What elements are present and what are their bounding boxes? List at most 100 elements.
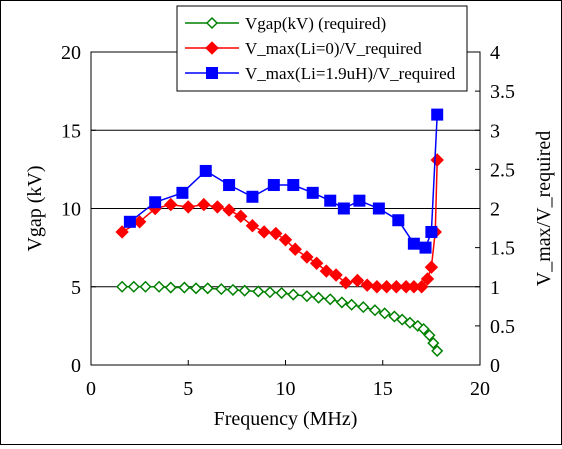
vgap-required-series-point	[427, 337, 440, 350]
vgap-required-series-point	[300, 290, 313, 303]
vmax-li0-series-point	[309, 256, 324, 270]
x-tick-label: 15	[373, 378, 393, 400]
x-tick-label: 0	[86, 378, 96, 400]
vmax-li19-series-point	[199, 164, 212, 177]
vgap-required-series-point	[431, 344, 444, 357]
legend-vgap-required-series-swatch-point	[205, 16, 219, 30]
vgap-required-series-point	[345, 298, 358, 311]
vgap-required-series-point	[357, 301, 370, 314]
vmax-li0-series-point	[234, 209, 248, 224]
vmax-li0-series-point	[319, 264, 334, 278]
vgap-required-series	[116, 280, 444, 357]
y2-tick-label: 1	[490, 277, 500, 299]
vmax-li0-series-point	[300, 250, 314, 264]
vmax-li19-series-point	[149, 196, 162, 209]
vmax-li19-series-point	[123, 215, 136, 228]
y-tick-label: 0	[71, 355, 81, 377]
vgap-required-series-point	[368, 304, 382, 317]
vmax-li0-series-point	[222, 203, 236, 217]
vgap-required-series-point	[252, 285, 265, 298]
vgap-required-series-point	[116, 280, 129, 293]
legend-vmax-li0-series-swatch-point	[205, 41, 219, 55]
vmax-li19-series-point	[287, 179, 300, 192]
vgap-required-series-point	[201, 282, 214, 295]
vmax-li0-series-point	[210, 200, 225, 214]
vmax-li0-series-point	[414, 280, 429, 294]
vmax-li19-series-point	[223, 179, 236, 192]
vgap-required-series-point	[164, 281, 177, 294]
vmax-li0-series-point	[389, 280, 404, 294]
x-tick-label: 20	[470, 378, 490, 400]
vmax-li0-series-point	[424, 260, 439, 274]
vgap-required-series-point	[423, 329, 436, 342]
y2-tick-label: 0.5	[490, 316, 515, 338]
vmax-li0-series-point	[245, 219, 260, 233]
vgap-required-series-point	[127, 280, 140, 293]
vmax-li0-series-point	[181, 200, 195, 214]
vmax-li0-series-point	[269, 226, 283, 241]
vmax-li19-series-point	[176, 186, 189, 199]
x-tick-label: 10	[276, 378, 296, 400]
legend-vmax-li19-series-label: V_max(Li=1.9uH)/V_required	[245, 64, 456, 83]
y-tick-label: 10	[61, 199, 81, 221]
vmax-li19-series-point	[337, 202, 350, 215]
vmax-li19-series-point	[246, 190, 259, 203]
vmax-li19-series-point	[372, 202, 385, 215]
y2-axis-ticks: 0 0.5 1 1.5 2 2.5 3 3.5 4	[475, 42, 515, 377]
legend-vmax-li19-series-swatch-point	[206, 67, 218, 79]
y2-tick-label: 2.5	[490, 159, 515, 181]
vmax-li0-series-point	[288, 242, 302, 256]
y2-tick-label: 1.5	[490, 238, 515, 260]
vmax-li0-series-point	[360, 278, 374, 292]
vmax-li0-series-point	[197, 197, 211, 212]
vmax-li0-series-point	[370, 280, 384, 294]
vmax-li19-series-point	[324, 194, 337, 207]
vgap-required-series-point	[312, 291, 325, 304]
y2-tick-label: 4	[490, 42, 500, 64]
y2-axis-title: V_max/V_required	[533, 131, 555, 287]
vmax-li0-series-point	[115, 225, 129, 239]
vgap-required-series-point	[275, 286, 288, 300]
vmax-li19-series-point	[267, 179, 280, 192]
series-group	[115, 108, 444, 357]
vmax-li0-series-point	[278, 233, 293, 247]
vgap-required-series-point	[238, 284, 251, 297]
vmax-li0-series-point	[350, 273, 365, 288]
vmax-li0-series-point	[379, 280, 394, 294]
vgap-required-series-point	[189, 282, 203, 295]
vmax-li0-series-point	[164, 197, 178, 212]
vgap-required-series-point	[139, 280, 152, 293]
vgap-required-series-point	[226, 283, 240, 296]
y-tick-label: 15	[61, 120, 81, 142]
legend-vgap-required-series-label: Vgap(kV) (required)	[245, 14, 386, 33]
vmax-li0-series-point	[420, 272, 435, 286]
y2-tick-label: 0	[490, 355, 500, 377]
vmax-li19-series-point	[392, 214, 405, 227]
vmax-li19-series-point	[306, 186, 319, 199]
vmax-li0-series-point	[339, 276, 353, 290]
vgap-required-series-point	[178, 281, 191, 294]
x-tick-label: 5	[183, 378, 193, 400]
y-axis-title: Vgap (kV)	[24, 165, 46, 251]
y-axis-ticks: 0 5 10 15 20	[61, 42, 96, 377]
vgap-required-series-point	[417, 322, 430, 336]
vgap-required-series-point	[287, 288, 300, 301]
y-tick-label: 20	[61, 42, 81, 64]
vmax-li19-series-point	[425, 225, 438, 238]
y2-tick-label: 3.5	[490, 81, 515, 103]
vmax-li19-series-point	[407, 237, 420, 250]
vmax-li0-series-point	[329, 268, 343, 282]
vgap-required-series-point	[335, 296, 348, 309]
vmax-li19-series-point	[353, 194, 366, 207]
vgap-required-series-point	[378, 307, 391, 320]
vmax-li19-series-point	[419, 241, 432, 254]
vmax-li19-series-point	[431, 108, 444, 121]
vgap-required-series-point	[215, 283, 228, 296]
y-tick-label: 5	[71, 277, 81, 299]
x-axis-ticks: 0 5 10 15 20	[86, 360, 490, 400]
vgap-required-series-point	[153, 280, 166, 293]
vgap-required-series-point	[263, 286, 277, 299]
y2-tick-label: 3	[490, 120, 500, 142]
vgap-required-series-point	[324, 293, 337, 306]
